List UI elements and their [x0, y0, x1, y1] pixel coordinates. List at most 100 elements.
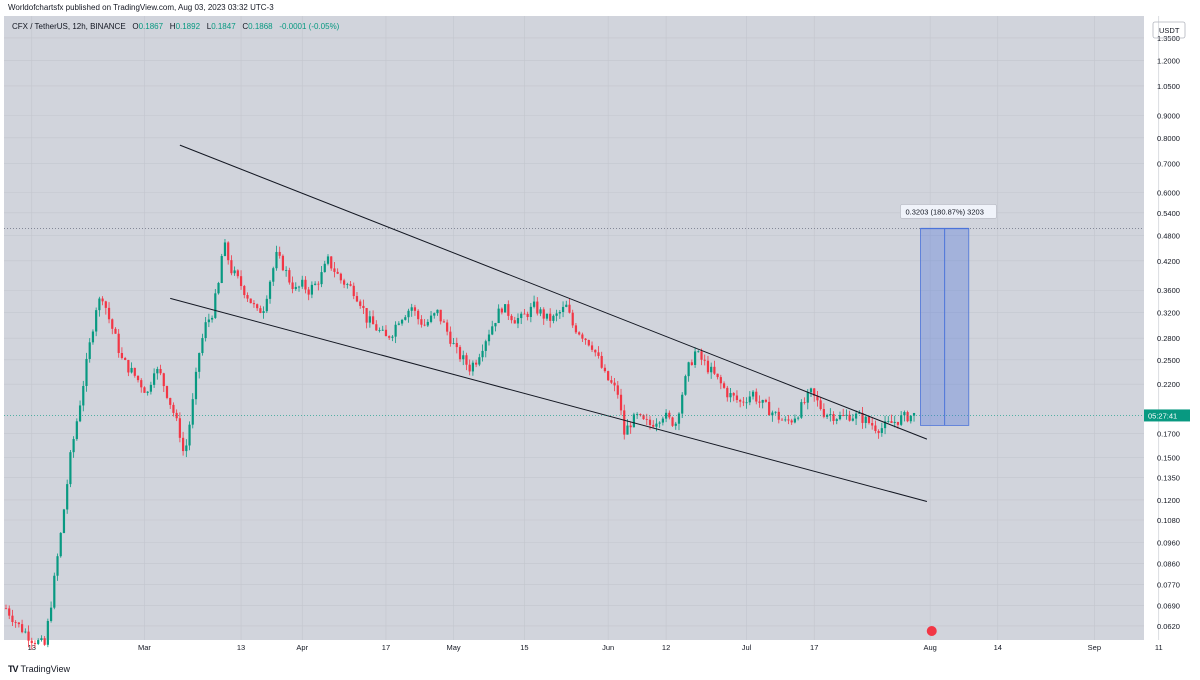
- ohlc-high-value: 0.1892: [175, 22, 201, 31]
- candle-body: [178, 418, 181, 438]
- candle-body: [458, 347, 462, 360]
- candle-body: [4, 608, 8, 610]
- candle-body: [288, 270, 291, 283]
- candle-body: [91, 331, 95, 343]
- candle-body: [871, 422, 874, 426]
- y-tick-label: 0.5400: [1157, 209, 1180, 218]
- candle-body: [787, 419, 790, 421]
- candle-body: [829, 414, 832, 415]
- current-price-tag: [1144, 409, 1190, 422]
- candle-body: [536, 301, 539, 314]
- candle-body: [423, 324, 426, 326]
- candle-body: [72, 439, 75, 453]
- price-axis[interactable]: [1144, 16, 1200, 640]
- candle-body: [471, 362, 474, 372]
- x-tick-label: 15: [520, 643, 528, 652]
- candle-body: [462, 355, 465, 360]
- candle-body: [513, 320, 516, 324]
- candle-body: [278, 251, 281, 256]
- candle-body: [726, 387, 729, 398]
- candle-body: [642, 415, 645, 420]
- candle-body: [452, 342, 455, 344]
- candle-body: [127, 359, 130, 373]
- candle-body: [864, 416, 867, 423]
- candle-body: [368, 316, 371, 323]
- candle-body: [175, 412, 178, 419]
- candle-body: [739, 400, 742, 402]
- candle-body: [43, 638, 46, 645]
- candle-body: [320, 272, 323, 285]
- candle-body: [883, 421, 887, 429]
- candle-body: [107, 307, 111, 320]
- candle-body: [826, 414, 829, 417]
- candle-body: [449, 331, 452, 344]
- y-tick-label: 0.3600: [1157, 286, 1180, 295]
- candle-body: [912, 413, 916, 416]
- candle-body: [516, 318, 520, 324]
- candle-body: [49, 607, 53, 621]
- candle-body: [182, 437, 185, 452]
- x-tick-label: 17: [810, 643, 818, 652]
- trendline-lower: [170, 297, 928, 502]
- candle-body: [207, 319, 210, 323]
- candle-body: [484, 341, 487, 351]
- candle-body: [233, 270, 236, 274]
- candle-body: [252, 303, 256, 305]
- candle-body: [285, 270, 288, 271]
- candle-body: [140, 380, 143, 388]
- candle-body: [455, 342, 458, 348]
- candle-body: [623, 410, 626, 435]
- candle-body: [272, 268, 275, 282]
- candle-body: [610, 380, 613, 383]
- candle-body: [217, 282, 220, 294]
- symbol-name: CFX / TetherUS, 12h, BINANCE: [12, 22, 126, 31]
- x-tick-label: 13: [237, 643, 245, 652]
- candle-body: [819, 400, 822, 410]
- candle-body: [504, 304, 507, 313]
- candle-body: [800, 402, 803, 418]
- candle-body: [526, 313, 529, 318]
- candle-body: [465, 355, 468, 365]
- candle-body: [446, 322, 449, 332]
- y-tick-label: 0.4200: [1157, 257, 1180, 266]
- candle-body: [903, 412, 906, 416]
- candle-body: [420, 319, 423, 325]
- x-axis-labels: 13 Mar 13 Apr 17 May 15 Jun 12 Jul 17 Aug 14 Sep 11: [28, 643, 1163, 652]
- y-tick-label: 0.0690: [1157, 602, 1180, 611]
- candle-body: [210, 317, 214, 320]
- candle-body: [294, 286, 297, 290]
- candle-body: [616, 385, 619, 395]
- candle-body: [584, 338, 587, 341]
- footer-brand: TradingView: [20, 664, 71, 674]
- candle-body: [755, 391, 758, 402]
- candle-body: [227, 242, 230, 261]
- y-tick-label: 0.7000: [1157, 159, 1180, 168]
- candle-body: [774, 411, 777, 413]
- candle-body: [780, 419, 784, 421]
- candle-body: [46, 620, 49, 645]
- ohlc-open-value: 0.1867: [138, 22, 164, 31]
- projection-label-box: [900, 204, 997, 219]
- candle-body: [845, 414, 848, 416]
- candle-body: [561, 306, 565, 313]
- x-tick-label: 14: [994, 643, 1002, 652]
- candle-body: [478, 357, 481, 365]
- chart-plot-area[interactable]: [4, 16, 1144, 640]
- x-tick-label: Mar: [138, 643, 151, 652]
- candle-body: [359, 301, 362, 306]
- candle-body: [581, 334, 584, 339]
- candle-body: [339, 273, 342, 281]
- candle-body: [214, 293, 217, 318]
- candle-body: [304, 279, 307, 290]
- candle-body: [30, 640, 33, 644]
- candle-body: [378, 330, 381, 331]
- candle-body: [433, 313, 436, 316]
- candle-body: [352, 285, 355, 297]
- candle-body: [629, 425, 632, 428]
- candle-body: [842, 414, 845, 416]
- candle-body: [835, 419, 838, 421]
- candle-body: [413, 307, 417, 311]
- candle-body: [803, 402, 806, 403]
- candle-body: [574, 325, 578, 333]
- candle-body: [784, 419, 787, 421]
